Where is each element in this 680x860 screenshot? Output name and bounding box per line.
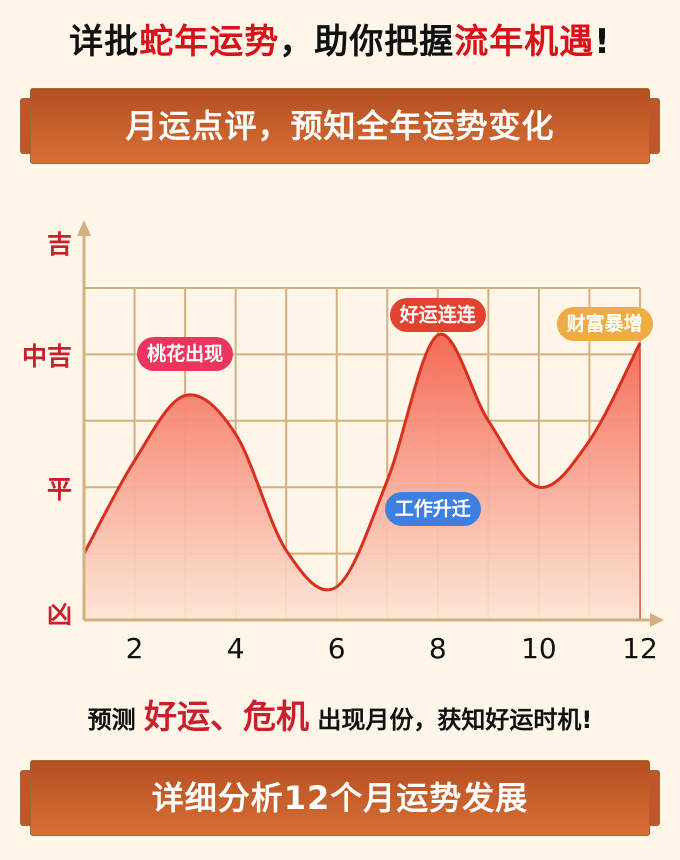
annotation-badge: 好运连连: [389, 297, 486, 332]
headline-part: !: [594, 22, 611, 62]
x-tick-label: 12: [622, 632, 658, 665]
banner-bottom[interactable]: 详细分析12个月运势发展: [20, 760, 660, 836]
annotation-badge: 工作升迁: [384, 492, 481, 527]
subline-highlight: 好运、危机: [144, 697, 310, 736]
subline: 预测 好运、危机 出现月份，获知好运时机!: [0, 690, 680, 738]
subline-part: 预测: [87, 706, 145, 734]
series-line: [82, 332, 642, 592]
banner-top-text: 月运点评，预知全年运势变化: [125, 107, 555, 145]
annotation-badge: 财富暴增: [556, 306, 653, 341]
x-tick-label: 10: [521, 632, 557, 665]
area-fill: [84, 334, 640, 620]
headline-part: ，助你把握: [279, 22, 455, 62]
y-tick-label: 凶: [46, 600, 72, 629]
subline-part: 出现月份，获知好运时机!: [309, 706, 593, 734]
x-tick-label: 2: [125, 632, 144, 665]
y-tick-label: 平: [46, 475, 72, 505]
headline-part: 详批: [69, 22, 140, 62]
banner-bottom-text: 详细分析12个月运势发展: [151, 779, 529, 817]
x-tick-label: 8: [428, 632, 447, 665]
headline-highlight: 流年机遇: [454, 22, 595, 62]
headline-highlight: 蛇年运势: [139, 22, 280, 62]
annotation-badge: 桃花出现: [137, 337, 234, 372]
y-axis-arrow-icon: [77, 220, 91, 236]
y-tick-label: 吉: [46, 229, 72, 259]
headline: 详批蛇年运势，助你把握流年机遇!: [0, 14, 680, 63]
banner-top: 月运点评，预知全年运势变化: [20, 88, 660, 164]
fortune-chart: [77, 220, 664, 627]
x-axis-arrow-icon: [650, 613, 664, 627]
x-tick-label: 6: [327, 632, 346, 665]
y-tick-label: 中吉: [21, 342, 72, 372]
x-tick-label: 4: [226, 632, 245, 665]
